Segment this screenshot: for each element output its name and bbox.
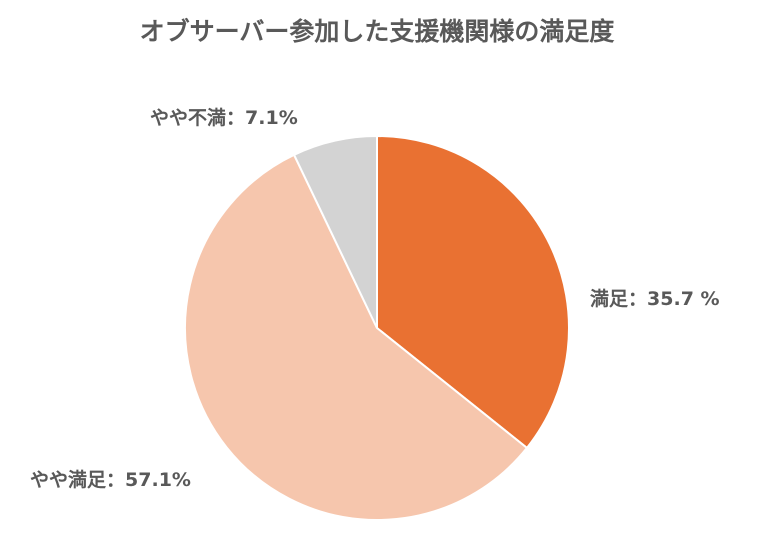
pie-slice xyxy=(376,134,570,450)
data-label: やや満足：57.1% xyxy=(30,469,191,491)
label-separator: ： xyxy=(106,469,125,491)
category-label: やや満足 xyxy=(30,469,107,491)
category-label: 満足 xyxy=(590,288,629,310)
value-label: 57.1% xyxy=(125,469,191,491)
value-label: 35.7 % xyxy=(647,288,720,310)
pie-slice xyxy=(184,153,529,521)
category-label: やや不満 xyxy=(150,107,226,129)
data-label: やや不満：7.1% xyxy=(150,107,298,129)
label-separator: ： xyxy=(226,107,245,129)
value-label: 7.1% xyxy=(245,107,298,129)
pie-slice xyxy=(292,134,378,329)
chart-title: オブサーバー参加した支援機関様の満足度 xyxy=(140,17,615,46)
data-label: 満足：35.7 % xyxy=(590,288,720,310)
label-separator: ： xyxy=(628,288,647,310)
